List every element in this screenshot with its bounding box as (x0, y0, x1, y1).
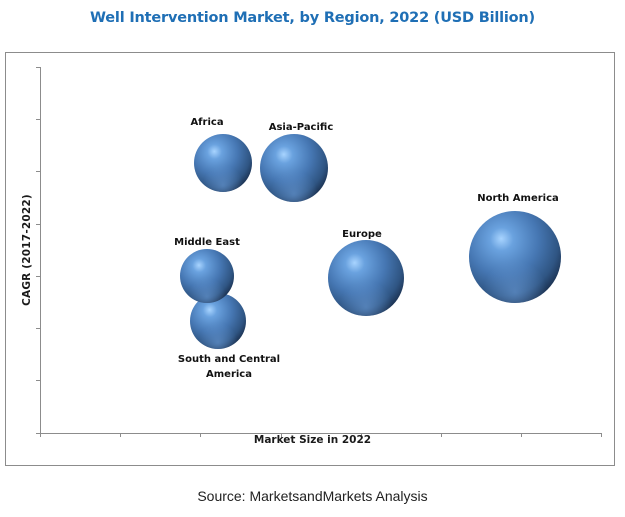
label-south-central-america-line1: South and Central (177, 354, 281, 365)
bubble-middle-east[interactable] (180, 249, 234, 303)
source-note: Source: MarketsandMarkets Analysis (197, 488, 428, 504)
label-africa: Africa (190, 117, 224, 128)
bubble-south-central-america[interactable] (190, 293, 246, 349)
label-south-central-america-line2: America (206, 369, 252, 380)
y-axis-label: CAGR (2017-2022) (21, 194, 33, 306)
bubble-europe[interactable] (328, 240, 404, 316)
label-asia-pacific: Asia-Pacific (268, 122, 334, 133)
bubble-asia-pacific[interactable] (260, 134, 328, 202)
label-middle-east: Middle East (174, 237, 240, 248)
label-north-america: North America (477, 193, 559, 204)
x-axis (36, 433, 602, 437)
x-axis-label: Market Size in 2022 (253, 434, 372, 446)
bubble-north-america[interactable] (469, 211, 561, 303)
label-europe: Europe (342, 229, 382, 240)
y-axis (36, 67, 41, 433)
bubble-africa[interactable] (194, 134, 252, 192)
chart-title: Well Intervention Market, by Region, 202… (90, 10, 535, 26)
